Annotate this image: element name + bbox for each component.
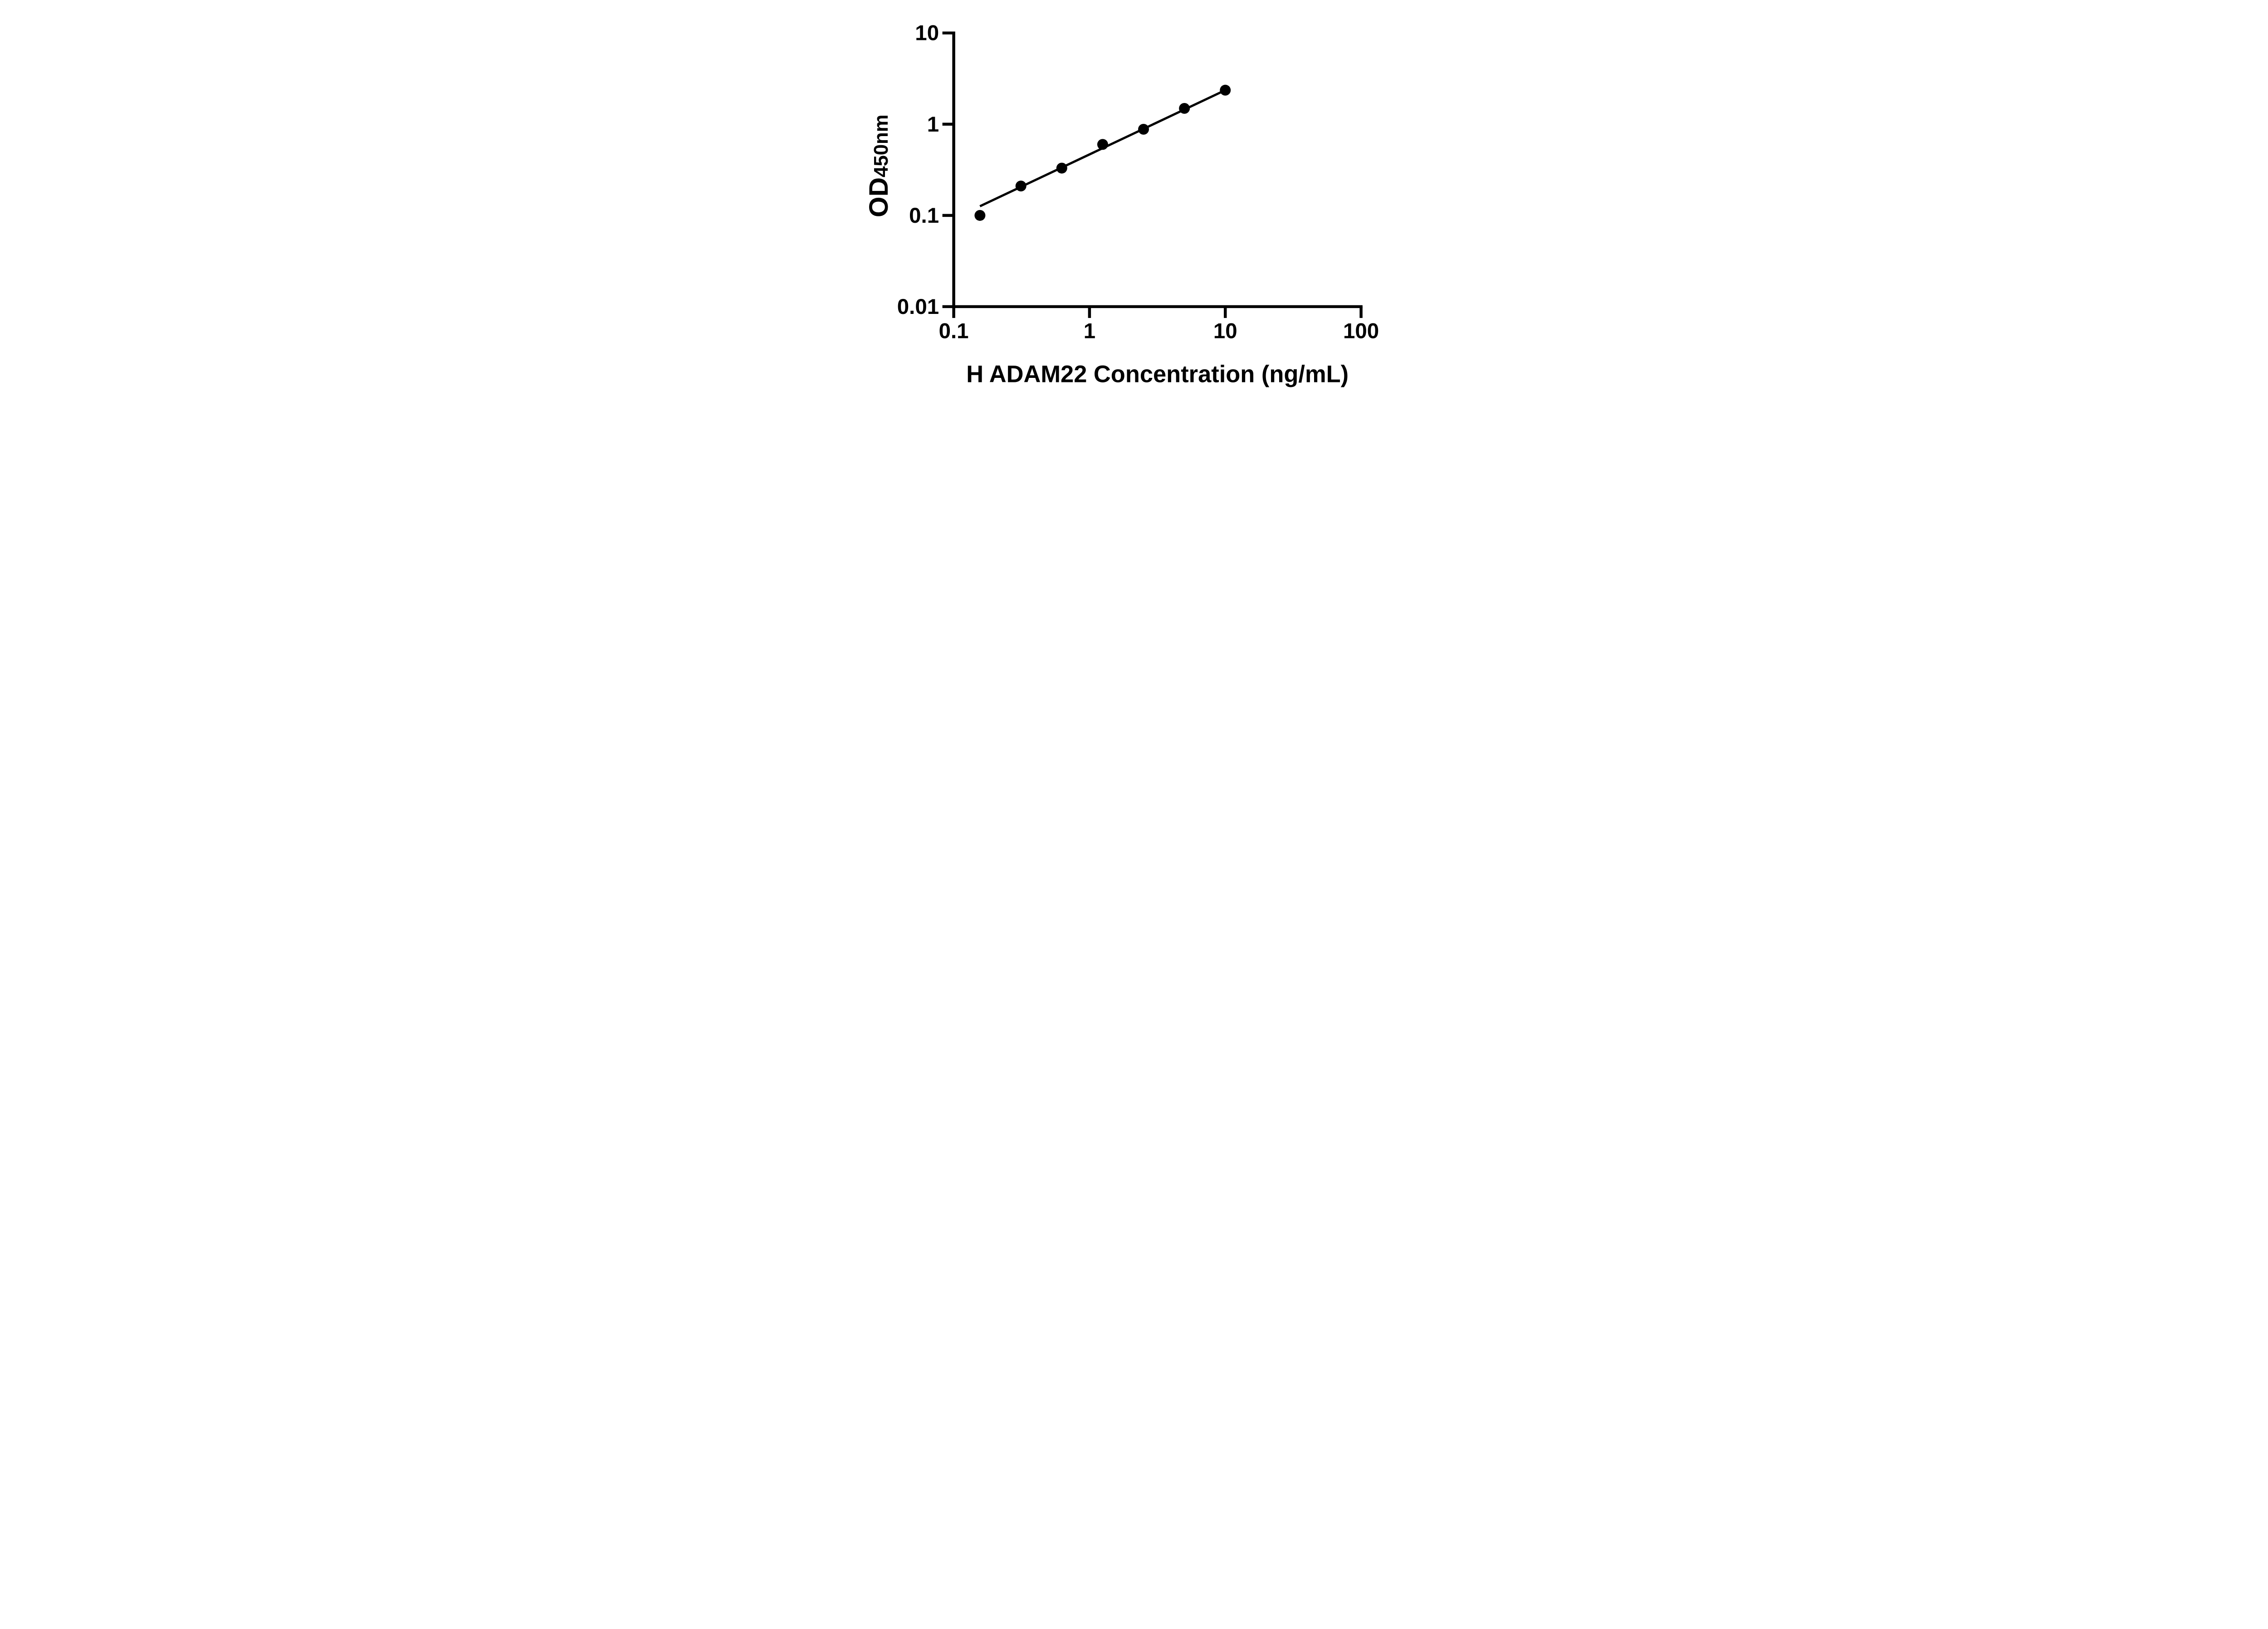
x-tick-label-100: 100 — [1343, 319, 1379, 343]
y-tick-label-10: 10 — [915, 21, 939, 45]
x-axis-title: H ADAM22 Concentration (ng/mL) — [966, 361, 1349, 387]
data-point-0.156 — [974, 210, 986, 221]
data-point-1.25 — [1097, 138, 1108, 150]
y-axis-title-main: OD — [864, 177, 894, 217]
y-axis-title: OD450nm — [864, 114, 894, 217]
elisa-standard-curve-figure: 0.1 1 10 100 10 1 0.1 0.01 H ADAM22 Concentrati… — [843, 0, 1425, 407]
x-tick-label-1: 1 — [1084, 319, 1095, 343]
data-point-0.3125 — [1015, 180, 1026, 191]
axes — [952, 31, 1363, 308]
data-point-0.625 — [1056, 162, 1067, 174]
x-tick-label-10: 10 — [1213, 319, 1237, 343]
y-tick-label-0.1: 0.1 — [909, 203, 939, 227]
x-tick-label-0.1: 0.1 — [939, 319, 969, 343]
y-tick-label-1: 1 — [927, 112, 939, 136]
data-point-5 — [1179, 103, 1190, 114]
axis-ticks — [942, 31, 1363, 318]
data-point-10 — [1220, 84, 1231, 96]
data-point-2.5 — [1138, 123, 1149, 135]
y-axis-title-subscript: 450nm — [870, 114, 892, 177]
data-series — [974, 84, 1231, 221]
y-tick-label-0.01: 0.01 — [897, 294, 939, 318]
